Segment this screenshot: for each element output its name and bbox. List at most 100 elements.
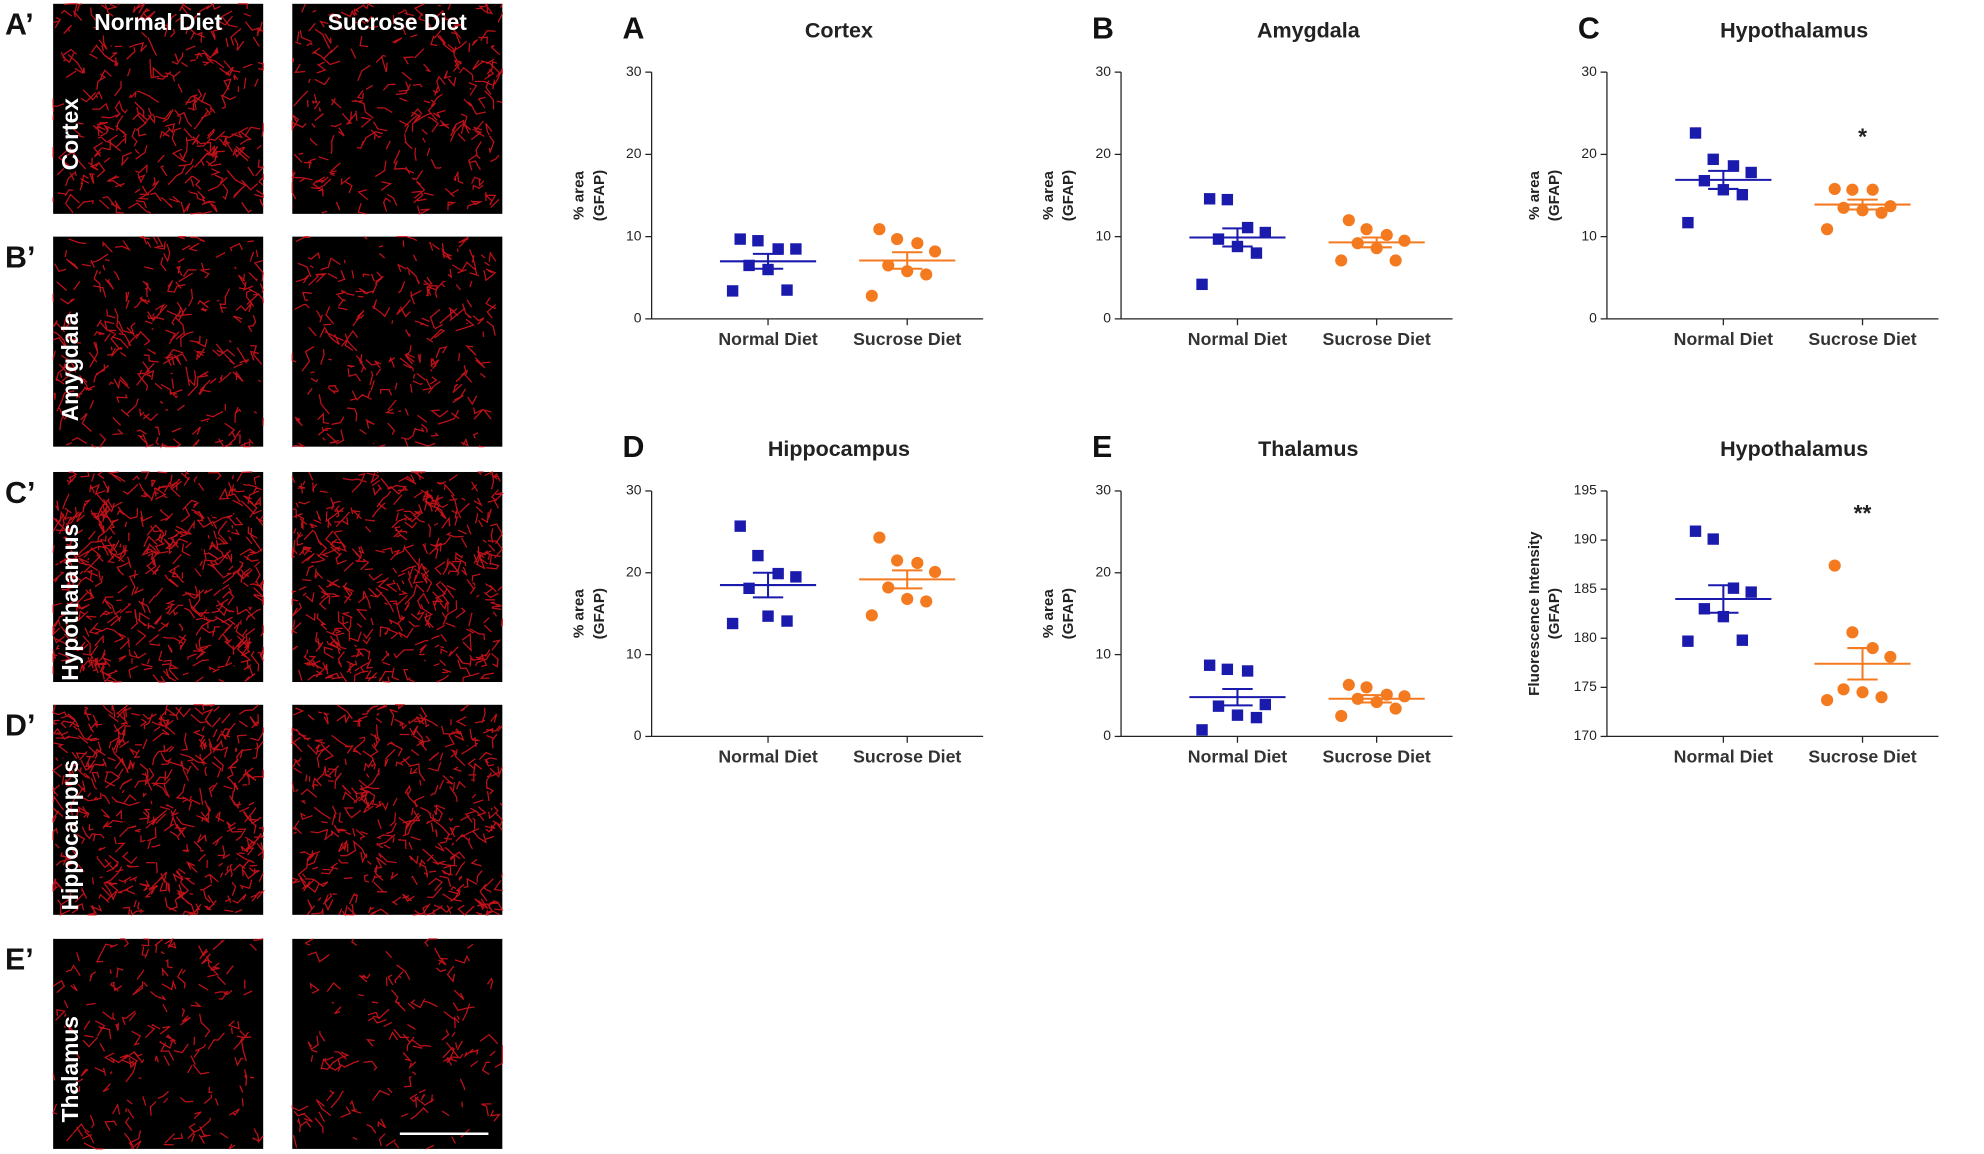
y-tick-label: 20 [1581, 145, 1597, 161]
data-point [1828, 559, 1841, 572]
data-point [1389, 254, 1402, 267]
y-tick-label: 195 [1574, 482, 1597, 498]
data-point [1259, 226, 1271, 239]
data-point [1250, 247, 1263, 259]
data-point [1846, 183, 1859, 196]
data-point [882, 259, 895, 272]
data-point [901, 592, 914, 606]
data-point [1707, 533, 1719, 545]
data-point [743, 582, 755, 595]
sem-bar [1222, 227, 1253, 248]
data-point [1821, 694, 1834, 707]
panel-label: B’ [5, 241, 35, 274]
data-point [1212, 700, 1225, 712]
data-point [1196, 724, 1208, 736]
data-point [1203, 659, 1216, 671]
data-point [1259, 698, 1271, 711]
panel-letter: C [1578, 12, 1600, 45]
region-label: Hypothalamus [57, 524, 83, 681]
region-label: Thalamus [57, 1016, 83, 1122]
data-point [1736, 188, 1749, 201]
sem-bar [752, 571, 784, 599]
y-axis-label: (GFAP) [1060, 170, 1077, 221]
data-point [1736, 634, 1749, 646]
y-tick-label: 10 [626, 227, 642, 243]
y-tick-label: 0 [634, 727, 642, 743]
data-point [1398, 690, 1411, 703]
x-tick-label: Sucrose Diet [1808, 747, 1916, 767]
data-point [928, 565, 942, 579]
panel-letter: A [623, 12, 645, 45]
y-tick-label: 0 [634, 310, 642, 326]
x-tick-label: Normal Diet [1674, 747, 1773, 767]
column-heading: Normal Diet [94, 9, 222, 35]
y-tick-label: 20 [626, 563, 642, 579]
data-point [1380, 228, 1393, 242]
data-point [1884, 650, 1897, 663]
texture [290, 704, 504, 917]
data-point [726, 617, 739, 630]
data-point [1203, 193, 1216, 205]
data-point [1837, 683, 1850, 696]
data-point [734, 233, 746, 245]
data-point [1342, 678, 1355, 691]
y-axis-label: Fluorescence Intensity [1526, 531, 1543, 696]
data-point [891, 233, 904, 246]
data-point [1884, 200, 1897, 213]
data-point [734, 520, 746, 532]
panel-label: A’ [5, 9, 34, 42]
data-point [873, 531, 886, 544]
x-tick-label: Normal Diet [1188, 329, 1287, 349]
data-point [891, 554, 904, 567]
y-axis-label: (GFAP) [591, 588, 608, 639]
data-point [1342, 214, 1355, 227]
y-tick-label: 30 [626, 482, 642, 498]
data-point [1682, 216, 1694, 229]
data-point [781, 615, 793, 627]
y-tick-label: 175 [1574, 678, 1597, 694]
data-point [1689, 525, 1702, 537]
y-axis-label: (GFAP) [591, 170, 608, 221]
texture [52, 470, 264, 683]
chart-title: Amygdala [1257, 18, 1361, 42]
y-axis-label: (GFAP) [1546, 170, 1563, 221]
y-tick-label: 10 [1095, 227, 1111, 243]
data-point [781, 284, 793, 296]
data-point [1727, 160, 1740, 172]
texture [52, 2, 265, 215]
panel-letter: E [1092, 431, 1112, 464]
y-tick-label: 30 [626, 63, 642, 79]
y-tick-label: 30 [1095, 482, 1111, 498]
data-point [1745, 166, 1757, 179]
y-tick-label: 0 [1103, 310, 1111, 326]
y-tick-label: 10 [626, 645, 642, 661]
texture [291, 2, 503, 215]
micrograph [53, 938, 264, 1149]
data-point [1727, 582, 1740, 594]
data-point [743, 259, 755, 272]
data-point [1856, 686, 1869, 699]
data-point [762, 610, 774, 622]
texture [291, 938, 503, 1150]
sem-bar [1708, 584, 1739, 614]
data-point [1221, 193, 1234, 206]
data-point [873, 223, 886, 236]
y-tick-label: 10 [1095, 645, 1111, 661]
data-point [790, 243, 802, 255]
y-axis-label: (GFAP) [1546, 588, 1563, 639]
sem-bar [1847, 198, 1878, 211]
x-tick-label: Normal Diet [1674, 329, 1773, 349]
x-tick-label: Normal Diet [718, 329, 817, 349]
region-label: Cortex [57, 98, 83, 170]
data-point [1250, 711, 1263, 724]
data-point [1828, 182, 1841, 196]
x-tick-label: Normal Diet [1188, 747, 1287, 767]
data-point [772, 243, 784, 255]
chart-title: Cortex [805, 18, 873, 42]
texture [52, 937, 264, 1150]
y-tick-label: 0 [1589, 310, 1597, 326]
data-point [1745, 586, 1757, 598]
y-axis-label: % area [571, 589, 588, 638]
